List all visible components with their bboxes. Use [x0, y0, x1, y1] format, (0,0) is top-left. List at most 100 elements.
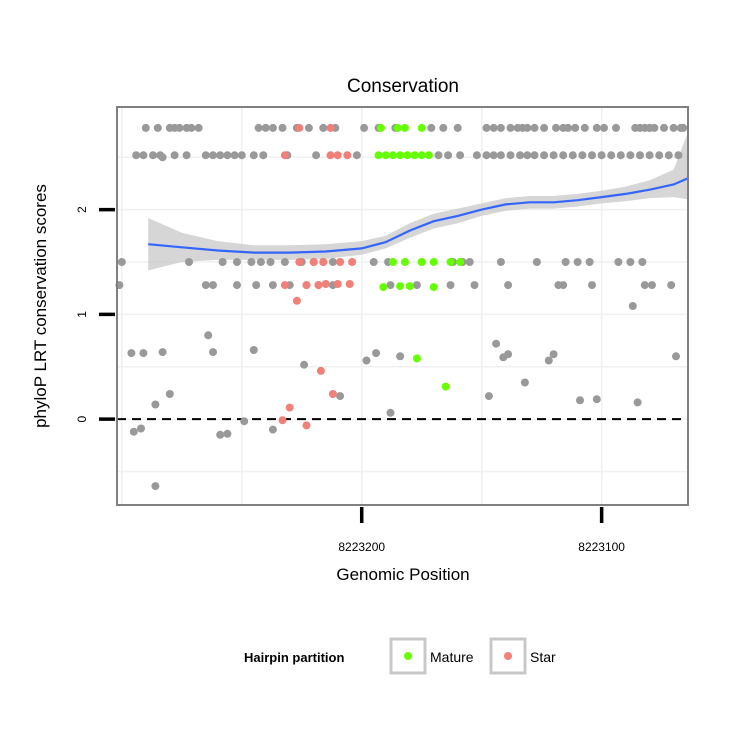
point-other: [588, 281, 596, 290]
point-other: [504, 281, 513, 290]
point-other: [559, 151, 568, 160]
point-other: [139, 349, 148, 358]
point-other: [549, 350, 558, 359]
point-other: [175, 123, 184, 132]
point-other: [578, 151, 587, 160]
point-other: [158, 153, 167, 162]
point-other: [472, 151, 481, 160]
point-other: [530, 123, 539, 132]
point-other: [504, 350, 513, 359]
point-other: [506, 123, 515, 132]
plot-panel: [115, 106, 689, 506]
point-other: [185, 258, 193, 266]
point-other: [237, 151, 246, 160]
point-other: [559, 281, 568, 290]
point-other: [544, 356, 553, 365]
point-other: [655, 151, 664, 160]
point-other: [580, 123, 589, 132]
point-other: [151, 482, 160, 491]
point-other: [182, 151, 191, 160]
point-other: [396, 352, 405, 361]
point-other: [201, 151, 210, 160]
point-mature: [441, 382, 450, 391]
point-star: [280, 151, 289, 160]
point-mature: [379, 283, 388, 292]
legend: Hairpin partition Mature Star: [244, 637, 556, 675]
y-tick-label: 1: [75, 311, 89, 318]
point-other: [444, 151, 453, 160]
point-star: [328, 390, 337, 398]
point-star: [333, 280, 342, 288]
point-star: [326, 123, 335, 132]
point-other: [372, 349, 381, 358]
data-points: [115, 123, 688, 491]
x-axis-title: Genomic Position: [336, 565, 469, 584]
point-star: [343, 151, 352, 160]
point-mature: [417, 123, 426, 132]
point-other: [218, 258, 227, 266]
point-other: [434, 151, 443, 160]
point-other: [633, 398, 642, 407]
point-other: [645, 123, 654, 132]
point-other: [233, 258, 241, 266]
point-mature: [429, 283, 438, 292]
point-other: [561, 258, 570, 266]
point-other: [446, 281, 455, 290]
point-other: [233, 281, 241, 290]
legend-swatch-mature: [404, 652, 412, 660]
point-mature: [446, 258, 455, 266]
point-other: [223, 151, 232, 160]
point-other: [141, 123, 150, 132]
point-other: [149, 151, 157, 160]
point-other: [261, 123, 270, 132]
point-other: [506, 151, 515, 160]
point-other: [204, 331, 213, 340]
point-mature: [381, 151, 390, 160]
point-other: [352, 151, 361, 160]
point-other: [523, 123, 532, 132]
point-other: [612, 123, 620, 132]
point-other: [592, 123, 601, 132]
point-mature: [388, 151, 397, 160]
plot-frame: [116, 106, 689, 506]
point-mature: [410, 151, 419, 160]
point-other: [453, 123, 462, 132]
point-other: [127, 349, 136, 358]
point-other: [170, 151, 179, 160]
point-other: [427, 123, 436, 132]
point-star: [345, 280, 354, 288]
point-other: [312, 151, 321, 160]
point-other: [132, 151, 141, 160]
legend-title: Hairpin partition: [244, 650, 344, 665]
point-other: [482, 123, 491, 132]
point-other: [588, 151, 596, 160]
point-other: [256, 258, 265, 266]
point-other: [492, 339, 501, 348]
point-other: [626, 258, 635, 266]
point-other: [439, 123, 448, 132]
point-other: [254, 123, 263, 132]
point-other: [268, 281, 277, 290]
point-mature: [400, 258, 409, 266]
point-other: [230, 151, 239, 160]
point-other: [209, 281, 217, 290]
point-other: [660, 123, 668, 132]
point-other: [568, 151, 577, 160]
point-other: [153, 123, 162, 132]
smooth-trend-line: [148, 177, 689, 254]
point-other: [636, 151, 644, 160]
point-mature: [405, 282, 414, 291]
point-mature: [456, 258, 465, 266]
point-other: [676, 123, 685, 132]
point-other: [482, 151, 491, 160]
point-star: [319, 258, 328, 266]
point-other: [223, 429, 232, 438]
smooth-confidence-band: [148, 132, 688, 271]
point-other: [139, 151, 148, 160]
y-tick-label: 0: [75, 415, 89, 422]
point-other: [571, 123, 580, 132]
point-other: [520, 378, 529, 387]
point-mature: [412, 354, 421, 363]
point-star: [333, 151, 342, 160]
point-other: [456, 151, 465, 160]
